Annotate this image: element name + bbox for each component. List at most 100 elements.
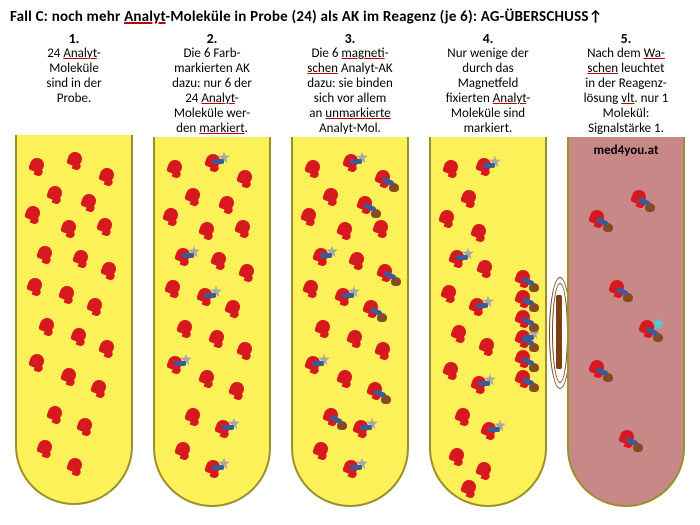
- analyt-molecule: [338, 222, 352, 236]
- antibody-link: [488, 427, 500, 432]
- analyt-molecule: [444, 160, 458, 174]
- analyt-molecule: [472, 224, 486, 238]
- antibody-link: [476, 303, 488, 308]
- analyt-molecule: [98, 218, 112, 232]
- analyt-molecule: [100, 340, 114, 354]
- magnet-icon: [549, 277, 569, 387]
- analyt-molecule: [68, 152, 82, 166]
- analyt-molecule: [226, 300, 240, 314]
- analyt-molecule: [348, 330, 362, 344]
- step-number: 3.: [345, 30, 356, 47]
- analyt-molecule: [440, 210, 454, 224]
- analyt-molecule: [316, 320, 330, 334]
- title-part1: Fall C: noch mehr: [10, 8, 124, 26]
- analyt-molecule: [200, 222, 214, 236]
- step-number: 5.: [621, 30, 632, 47]
- analyt-molecule: [78, 418, 92, 432]
- analyt-molecule: [48, 186, 62, 200]
- test-tube: [567, 137, 685, 507]
- step-description: Nur wenige derdurch dasMagnetfeldfixiert…: [446, 47, 530, 137]
- analyt-molecule: [38, 440, 52, 454]
- antibody-link: [222, 425, 234, 430]
- analyt-molecule: [186, 408, 200, 422]
- analyt-molecule: [72, 328, 86, 342]
- analyt-molecule: [442, 285, 456, 299]
- analyt-molecule: [462, 190, 476, 204]
- antibody-link: [456, 255, 468, 260]
- analyt-molecule: [338, 370, 352, 384]
- step-description: Nach dem Wa-schen leuchtetin der Reagenz…: [584, 47, 669, 137]
- tube-wrap: [291, 137, 409, 507]
- analyt-molecule: [220, 196, 234, 210]
- analyt-molecule: [60, 286, 74, 300]
- analyt-molecule: [324, 188, 338, 202]
- antibody-link: [204, 293, 216, 298]
- analyt-molecule: [164, 208, 178, 222]
- analyt-molecule: [462, 480, 476, 494]
- analyt-molecule: [88, 298, 102, 312]
- antibody-link: [320, 253, 332, 258]
- antibody-link: [350, 465, 362, 470]
- analyt-molecule: [176, 442, 190, 456]
- antibody-link: [350, 159, 362, 164]
- analyt-molecule: [240, 264, 254, 278]
- analyt-molecule: [62, 220, 76, 234]
- analyt-molecule: [38, 246, 52, 260]
- analyt-molecule: [236, 220, 250, 234]
- analyt-molecule: [30, 158, 44, 172]
- antibody-link: [182, 253, 194, 258]
- tubes-row: 1.24 Analyt-Molekülesind in derProbe.2.D…: [10, 30, 690, 507]
- step-column-1: 1.24 Analyt-Molekülesind in derProbe.: [10, 30, 138, 505]
- analyt-molecule: [168, 160, 182, 174]
- step-number: 2.: [207, 30, 218, 47]
- test-tube: [291, 137, 409, 507]
- analyt-molecule: [302, 208, 316, 222]
- analyt-molecule: [30, 354, 44, 368]
- analyt-molecule: [26, 206, 40, 220]
- test-tube: [153, 137, 271, 507]
- antibody-link: [312, 361, 324, 366]
- analyt-molecule: [480, 338, 494, 352]
- title-underline1: Analyt: [124, 8, 165, 26]
- antibody-link: [174, 361, 186, 366]
- analyt-molecule: [374, 220, 388, 234]
- step-column-2: 2.Die 6 Farb-markierten AKdazu: nur 6 de…: [148, 30, 276, 507]
- analyt-molecule: [40, 318, 54, 332]
- analyt-molecule: [376, 342, 390, 356]
- antibody-link: [483, 163, 495, 168]
- tube-wrap: [429, 137, 547, 507]
- tube-wrap: [153, 137, 271, 507]
- watermark: med4you.at: [567, 143, 685, 158]
- analyt-molecule: [166, 280, 180, 294]
- analyt-molecule: [68, 458, 82, 472]
- antibody-link: [360, 425, 372, 430]
- step-description: Die 6 Farb-markierten AKdazu: nur 6 der2…: [172, 47, 252, 137]
- analyt-molecule: [456, 408, 470, 422]
- analyt-molecule: [238, 170, 252, 184]
- antibody-link: [212, 465, 224, 470]
- step-description: Die 6 magneti-schen Analyt-AKdazu: sie b…: [307, 47, 393, 137]
- analyt-molecule: [92, 380, 106, 394]
- analyt-molecule: [238, 342, 252, 356]
- signal-star-icon: [651, 317, 665, 331]
- analyt-molecule: [478, 260, 492, 274]
- analyt-molecule: [212, 252, 226, 266]
- analyt-molecule: [186, 188, 200, 202]
- step-number: 1.: [69, 30, 80, 47]
- analyt-molecule: [28, 278, 42, 292]
- analyt-molecule: [74, 250, 88, 264]
- diagram-title: Fall C: noch mehr Analyt-Moleküle in Pro…: [10, 8, 690, 26]
- analyt-molecule: [210, 330, 224, 344]
- analyt-molecule: [230, 382, 244, 396]
- analyt-molecule: [304, 280, 318, 294]
- title-part2: -Moleküle in Probe (24) als AK im Reagen…: [166, 8, 603, 26]
- step-description: 24 Analyt-Molekülesind in derProbe.: [46, 47, 101, 135]
- antibody-link: [212, 159, 224, 164]
- analyt-molecule: [102, 262, 116, 276]
- analyt-molecule: [100, 168, 114, 182]
- analyt-molecule: [477, 462, 491, 476]
- step-column-3: 3.Die 6 magneti-schen Analyt-AKdazu: sie…: [286, 30, 414, 507]
- tube-wrap: med4you.at: [567, 137, 685, 507]
- analyt-molecule: [314, 442, 328, 456]
- analyt-molecule: [48, 406, 62, 420]
